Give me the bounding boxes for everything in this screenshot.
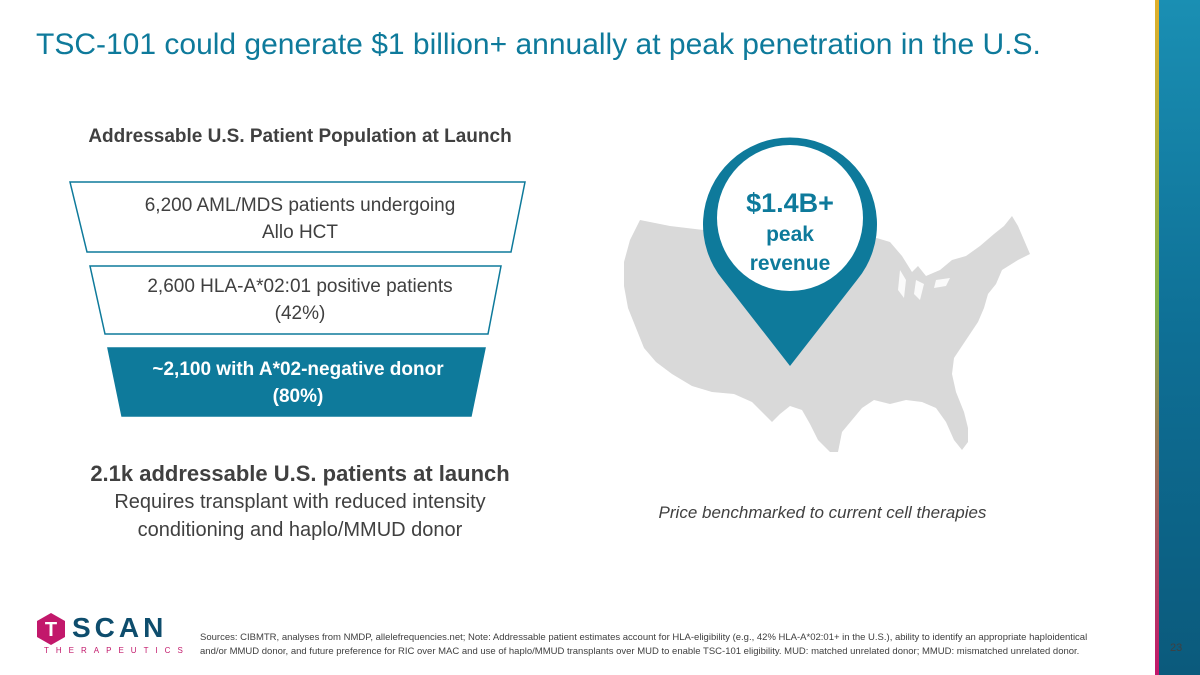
funnel-tier-1 [69,181,526,253]
summary-headline: 2.1k addressable U.S. patients at launch [90,461,510,486]
great-lakes [898,270,950,300]
funnel-heading: Addressable U.S. Patient Population at L… [88,126,512,147]
funnel-tier-2-text: 2,600 HLA-A*02:01 positive patients (42%… [90,273,510,327]
peak-revenue-callout: $1.4B+ peak revenue [715,186,865,278]
logo-subtitle: THERAPEUTICS [44,646,190,655]
right-accent-bar [1155,0,1200,675]
funnel-tier-2 [89,265,502,335]
logo-letter: T [45,619,57,641]
logo-hexagon-icon: T [37,613,65,645]
patient-funnel [69,181,526,417]
funnel-tier-1-line2: Allo HCT [261,222,338,243]
tscan-logo: T SCAN THERAPEUTICS [34,612,183,660]
sources-footnote: Sources: CIBMTR, analyses from NMDP, all… [200,632,1088,657]
price-note: Price benchmarked to current cell therap… [658,503,987,522]
funnel-tier-1-text: 6,200 AML/MDS patients undergoing Allo H… [70,192,530,246]
slide-title: TSC-101 could generate $1 billion+ annua… [36,28,1041,61]
funnel-tier-3 [107,347,486,417]
location-pin-inner [717,145,863,291]
logo-word: SCAN [72,612,168,643]
funnel-tier-1-line1: 6,200 AML/MDS patients undergoing [144,195,456,216]
summary-line-2: conditioning and haplo/MMUD donor [137,519,463,541]
funnel-tier-3-text: ~2,100 with A*02-negative donor (80%) [108,356,488,410]
funnel-tier-3-line2: (80%) [272,386,324,407]
funnel-tier-2-line1: 2,600 HLA-A*02:01 positive patients [147,276,453,297]
peak-revenue-label-1: peak [766,223,814,246]
funnel-tier-2-line2: (42%) [274,303,326,324]
us-map-graphic [624,137,1030,452]
summary-block: 2.1k addressable U.S. patients at launch… [60,460,540,544]
funnel-tier-3-line1: ~2,100 with A*02-negative donor [152,359,444,380]
page-number: 23 [1170,642,1183,654]
peak-revenue-amount: $1.4B+ [746,188,834,218]
summary-line-1: Requires transplant with reduced intensi… [114,491,486,513]
peak-revenue-label-2: revenue [749,252,831,275]
